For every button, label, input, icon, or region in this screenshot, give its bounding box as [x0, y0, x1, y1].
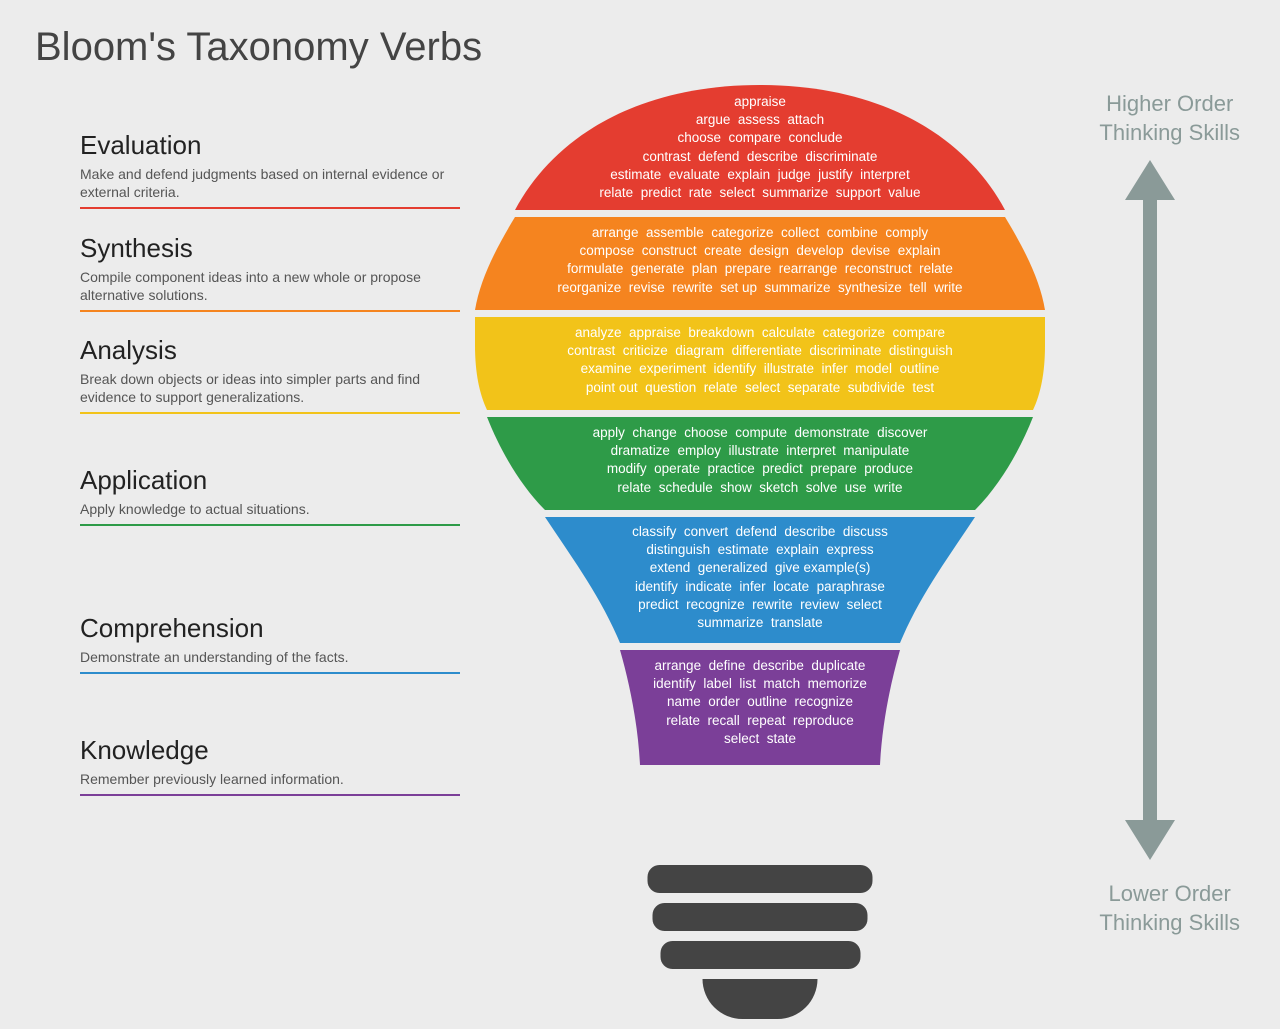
lightbulb-diagram: appraiseargue assess attachchoose compar…	[460, 85, 1060, 785]
level-title: Application	[80, 465, 460, 496]
level-underline	[80, 207, 460, 209]
lower-order-label: Lower OrderThinking Skills	[1099, 880, 1240, 937]
level-application: Application Apply knowledge to actual sit…	[80, 465, 460, 526]
verbs-application: apply change choose compute demonstrate …	[460, 424, 1060, 497]
level-desc: Make and defend judgments based on inter…	[80, 165, 460, 207]
verbs-comprehension: classify convert defend describe discuss…	[460, 523, 1060, 632]
level-title: Synthesis	[80, 233, 460, 264]
level-title: Comprehension	[80, 613, 460, 644]
level-desc: Apply knowledge to actual situations.	[80, 500, 460, 524]
level-desc: Remember previously learned information.	[80, 770, 460, 794]
verbs-knowledge: arrange define describe duplicateidentif…	[460, 657, 1060, 748]
level-comprehension: Comprehension Demonstrate an understandin…	[80, 613, 460, 674]
verbs-analysis: analyze appraise breakdown calculate cat…	[460, 324, 1060, 397]
bulb-base-bar	[703, 979, 818, 1019]
bulb-base-bar	[653, 903, 868, 931]
level-knowledge: Knowledge Remember previously learned inf…	[80, 735, 460, 796]
level-title: Knowledge	[80, 735, 460, 766]
level-underline	[80, 794, 460, 796]
level-title: Analysis	[80, 335, 460, 366]
verbs-synthesis: arrange assemble categorize collect comb…	[460, 224, 1060, 297]
level-synthesis: Synthesis Compile component ideas into a …	[80, 233, 460, 312]
higher-order-label: Higher OrderThinking Skills	[1099, 90, 1240, 147]
level-evaluation: Evaluation Make and defend judgments base…	[80, 130, 460, 209]
level-underline	[80, 672, 460, 674]
level-title: Evaluation	[80, 130, 460, 161]
level-underline	[80, 310, 460, 312]
level-analysis: Analysis Break down objects or ideas into…	[80, 335, 460, 414]
level-underline	[80, 524, 460, 526]
bulb-base-bar	[660, 941, 860, 969]
level-desc: Compile component ideas into a new whole…	[80, 268, 460, 310]
bulb-base-bar	[648, 865, 873, 893]
verbs-evaluation: appraiseargue assess attachchoose compar…	[460, 93, 1060, 202]
level-underline	[80, 412, 460, 414]
order-arrow-icon	[1120, 160, 1180, 860]
page-title: Bloom's Taxonomy Verbs	[35, 25, 482, 70]
level-desc: Break down objects or ideas into simpler…	[80, 370, 460, 412]
bulb-base	[648, 865, 873, 1029]
level-desc: Demonstrate an understanding of the fact…	[80, 648, 460, 672]
